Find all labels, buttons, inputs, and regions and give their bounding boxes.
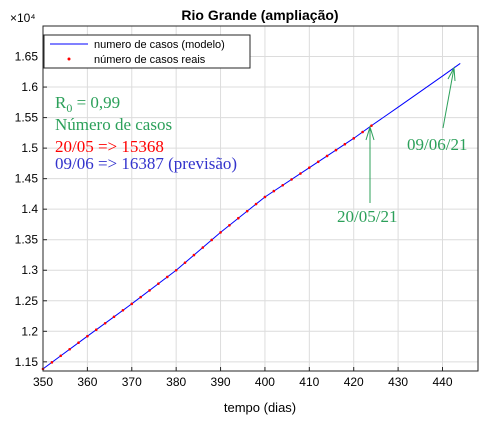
legend-label: numero de casos (modelo) <box>94 39 225 51</box>
x-tick-label: 350 <box>33 375 53 389</box>
y-tick-label: 1.4 <box>21 202 38 216</box>
data-point <box>103 321 107 325</box>
data-point <box>165 275 169 279</box>
x-tick-label: 440 <box>432 375 452 389</box>
data-point <box>77 341 80 345</box>
arrow <box>442 67 455 129</box>
data-point <box>272 189 276 193</box>
y-tick-label: 1.6 <box>21 80 38 94</box>
y-tick-label: 1.15 <box>15 355 39 369</box>
data-point <box>121 309 125 312</box>
data-point <box>237 216 240 220</box>
data-point <box>59 354 63 358</box>
data-point <box>228 224 231 227</box>
arrow-head <box>365 125 375 141</box>
data-point <box>157 282 160 285</box>
data-point <box>290 178 293 181</box>
data-point <box>281 183 284 187</box>
y-tick-label: 1.65 <box>15 50 39 64</box>
data-point <box>68 347 71 351</box>
annotation: Número de casos <box>55 115 172 134</box>
legend-label: número de casos reais <box>94 54 206 66</box>
data-point <box>130 302 134 306</box>
y-tick-label: 1.5 <box>21 141 38 155</box>
annotation: 20/05/21 <box>337 207 397 226</box>
data-point <box>192 253 196 257</box>
legend-box <box>43 34 251 69</box>
r0-rest: = 0,99 <box>72 93 120 112</box>
annotation: 09/06/21 <box>407 135 467 154</box>
x-tick-label: 380 <box>166 375 186 389</box>
x-tick-label: 370 <box>122 375 142 389</box>
r0-base: R <box>55 93 67 112</box>
x-tick-label: 410 <box>299 375 319 389</box>
chart-title: Rio Grande (ampliação) <box>181 7 338 23</box>
y-tick-label: 1.25 <box>15 294 39 308</box>
y-tick-label: 1.35 <box>15 233 39 247</box>
data-point <box>201 246 205 249</box>
data-point <box>263 195 267 199</box>
grid <box>42 26 478 371</box>
arrows <box>365 66 456 203</box>
data-point <box>308 166 311 169</box>
annotation: 09/06 => 16387 (previsão) <box>55 154 237 173</box>
annotation: 20/05 => 15368 <box>55 137 164 156</box>
arrow-head <box>447 66 456 82</box>
x-tick-label: 360 <box>77 375 97 389</box>
data-point <box>325 154 329 158</box>
y-tick-label: 1.55 <box>15 111 39 125</box>
data-point <box>370 124 373 127</box>
r0-sub: 0 <box>66 101 72 115</box>
data-point <box>94 328 98 332</box>
x-tick-label: 400 <box>255 375 275 389</box>
data-point <box>210 238 213 242</box>
model-line <box>42 63 461 370</box>
y-multiplier: ×10⁴ <box>10 11 36 25</box>
data-point <box>174 268 178 272</box>
data-point <box>183 261 187 264</box>
data-point <box>334 148 338 152</box>
data-point <box>245 209 249 213</box>
x-tick-label: 430 <box>388 375 408 389</box>
data-point <box>112 315 116 319</box>
legend-swatch <box>67 57 71 61</box>
marks <box>41 63 461 371</box>
data-point <box>254 202 258 206</box>
legend: numero de casos (modelo) número de casos… <box>43 34 251 69</box>
data-point <box>343 142 347 146</box>
data-point <box>148 289 151 292</box>
data-point <box>361 130 364 134</box>
data-point <box>50 361 54 364</box>
data-point <box>139 295 142 299</box>
plot-frame <box>42 25 479 372</box>
y-tick-label: 1.45 <box>15 172 39 186</box>
data-point <box>219 231 222 234</box>
r0-annotation: R0 = 0,99 <box>55 93 120 115</box>
data-point <box>86 334 89 338</box>
x-axis-label: tempo (dias) <box>224 400 296 415</box>
data-point <box>299 172 302 175</box>
data-point <box>352 137 356 140</box>
y-tick-label: 1.3 <box>21 263 38 277</box>
x-tick-label: 420 <box>344 375 364 389</box>
x-tick-label: 390 <box>211 375 231 389</box>
y-tick-label: 1.2 <box>21 324 38 338</box>
data-point <box>316 160 320 164</box>
